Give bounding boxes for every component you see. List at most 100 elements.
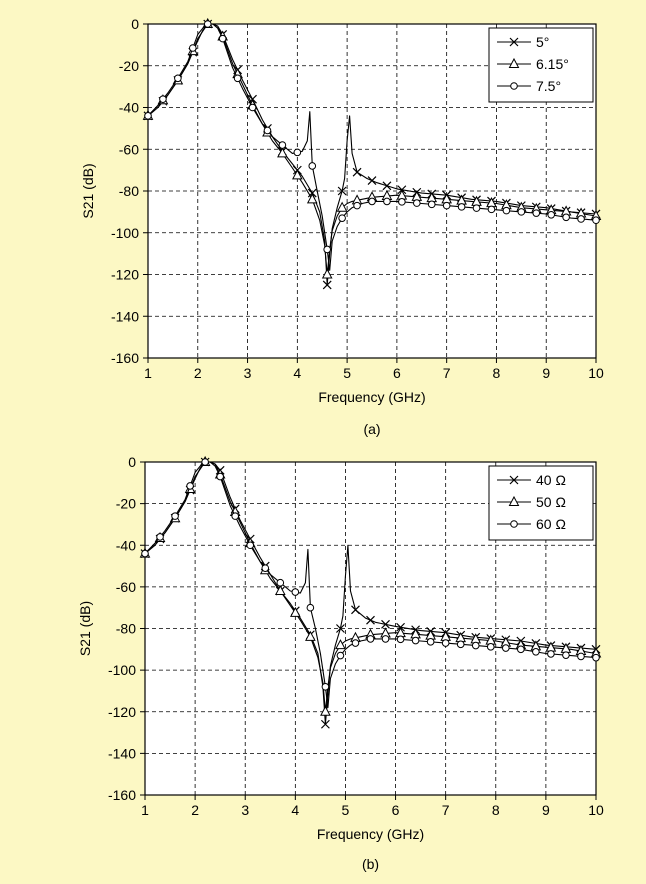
y-tick-label: -40 <box>116 537 136 553</box>
data-point-marker <box>274 584 286 596</box>
data-point-marker <box>502 644 510 652</box>
chart-panel-b: 1 2 3 4 5 6 7 8 9 10 0 -20 -40 -60 -80 -100 -120 -140 -160… <box>77 454 604 872</box>
x-tick-label: 4 <box>291 802 299 818</box>
data-point-marker <box>323 245 332 254</box>
data-point-marker <box>292 169 303 180</box>
data-point-marker <box>291 588 300 596</box>
data-point-marker <box>335 639 346 650</box>
legend-box <box>488 27 594 103</box>
x-tick-label: 3 <box>244 365 252 381</box>
data-point-marker <box>351 605 360 615</box>
series-2 <box>148 24 596 276</box>
x-tick-label: 7 <box>443 365 451 381</box>
series-markers <box>141 458 600 691</box>
x-axis-label: Frequency (GHz) <box>317 826 424 842</box>
x-tick-label: 2 <box>194 365 202 381</box>
y-tick-label: -80 <box>119 183 139 199</box>
data-point-marker <box>368 197 376 206</box>
data-point-marker <box>517 645 525 654</box>
x-tick-label: 10 <box>588 365 604 381</box>
data-point-marker <box>174 74 182 83</box>
series-markers <box>144 20 600 254</box>
x-tick-label: 5 <box>343 365 351 381</box>
data-point-marker <box>457 203 466 211</box>
x-tick-label: 6 <box>392 802 400 818</box>
data-point-marker <box>562 213 570 222</box>
chart-panel-a: 1 2 3 4 5 6 7 8 9 10 0 -20 -40 -60 -80 -100 -120 -140 -160… <box>80 16 604 437</box>
legend-label: 60 Ω <box>536 516 566 532</box>
data-point-marker <box>171 512 179 520</box>
x-tick-label: 9 <box>542 365 550 381</box>
x-tick-label: 4 <box>293 365 301 381</box>
x-tick-label: 9 <box>542 802 550 818</box>
data-point-marker <box>396 635 405 644</box>
x-tick-label: 5 <box>342 802 350 818</box>
data-point-marker <box>305 630 316 641</box>
x-tick-label: 6 <box>393 365 401 381</box>
data-point-marker <box>144 112 152 120</box>
legend-marker <box>508 57 520 68</box>
y-tick-label: -40 <box>119 100 139 116</box>
data-point-marker <box>426 638 435 646</box>
x-tick-label: 10 <box>588 802 604 818</box>
legend-marker <box>510 82 518 90</box>
data-point-marker <box>353 201 361 210</box>
legend: 40 Ω 50 Ω 60 Ω <box>488 465 594 541</box>
y-tick-label: -100 <box>111 225 139 241</box>
data-point-marker <box>321 268 333 279</box>
data-point-marker <box>471 641 480 650</box>
data-point-marker <box>308 162 317 170</box>
legend-label: 6.15° <box>536 56 569 72</box>
data-point-marker <box>293 148 302 157</box>
series-1 <box>148 24 596 286</box>
data-point-marker <box>277 147 288 158</box>
data-point-marker <box>336 651 345 660</box>
data-point-marker <box>320 705 331 716</box>
y-tick-label: -160 <box>108 787 136 803</box>
legend-label: 7.5° <box>536 78 561 94</box>
data-point-marker <box>351 639 360 647</box>
y-tick-label: -140 <box>108 745 136 761</box>
data-point-marker <box>186 482 194 490</box>
data-point-marker <box>290 606 301 617</box>
data-point-marker <box>592 653 600 662</box>
data-point-marker <box>366 615 375 625</box>
legend-marker <box>509 475 519 485</box>
data-point-marker <box>231 512 239 520</box>
data-point-marker <box>216 472 224 481</box>
legend-label: 5° <box>536 34 549 50</box>
data-point-marker <box>201 458 209 466</box>
data-point-marker <box>320 719 330 729</box>
data-point-marker <box>442 201 451 210</box>
data-point-marker <box>381 635 390 643</box>
y-tick-label: -120 <box>108 704 136 720</box>
data-point-marker <box>338 214 346 222</box>
data-point-marker <box>532 648 540 656</box>
data-point-marker <box>486 643 495 651</box>
data-point-marker <box>352 167 362 177</box>
y-tick-label: 0 <box>128 454 136 470</box>
y-tick-label: -140 <box>111 308 139 324</box>
y-axis-label: S21 (dB) <box>80 163 96 218</box>
data-point-marker <box>517 208 526 216</box>
data-point-marker <box>337 186 347 196</box>
data-point-marker <box>427 200 436 209</box>
data-point-marker <box>276 578 285 587</box>
y-tick-label: -60 <box>116 579 136 595</box>
data-point-marker <box>278 141 287 149</box>
x-tick-label: 2 <box>191 802 199 818</box>
data-point-marker <box>577 652 585 661</box>
data-point-marker <box>532 209 541 217</box>
y-tick-label: -20 <box>116 496 136 512</box>
y-tick-label: -160 <box>111 350 139 366</box>
data-point-marker <box>306 193 318 204</box>
series-line <box>148 24 596 286</box>
data-point-marker <box>382 181 392 191</box>
data-point-marker <box>547 650 555 658</box>
x-tick-label: 8 <box>492 802 500 818</box>
y-tick-label: -80 <box>116 621 136 637</box>
data-point-marker <box>248 103 257 112</box>
data-point-marker <box>159 95 167 103</box>
y-tick-label: -100 <box>108 662 136 678</box>
